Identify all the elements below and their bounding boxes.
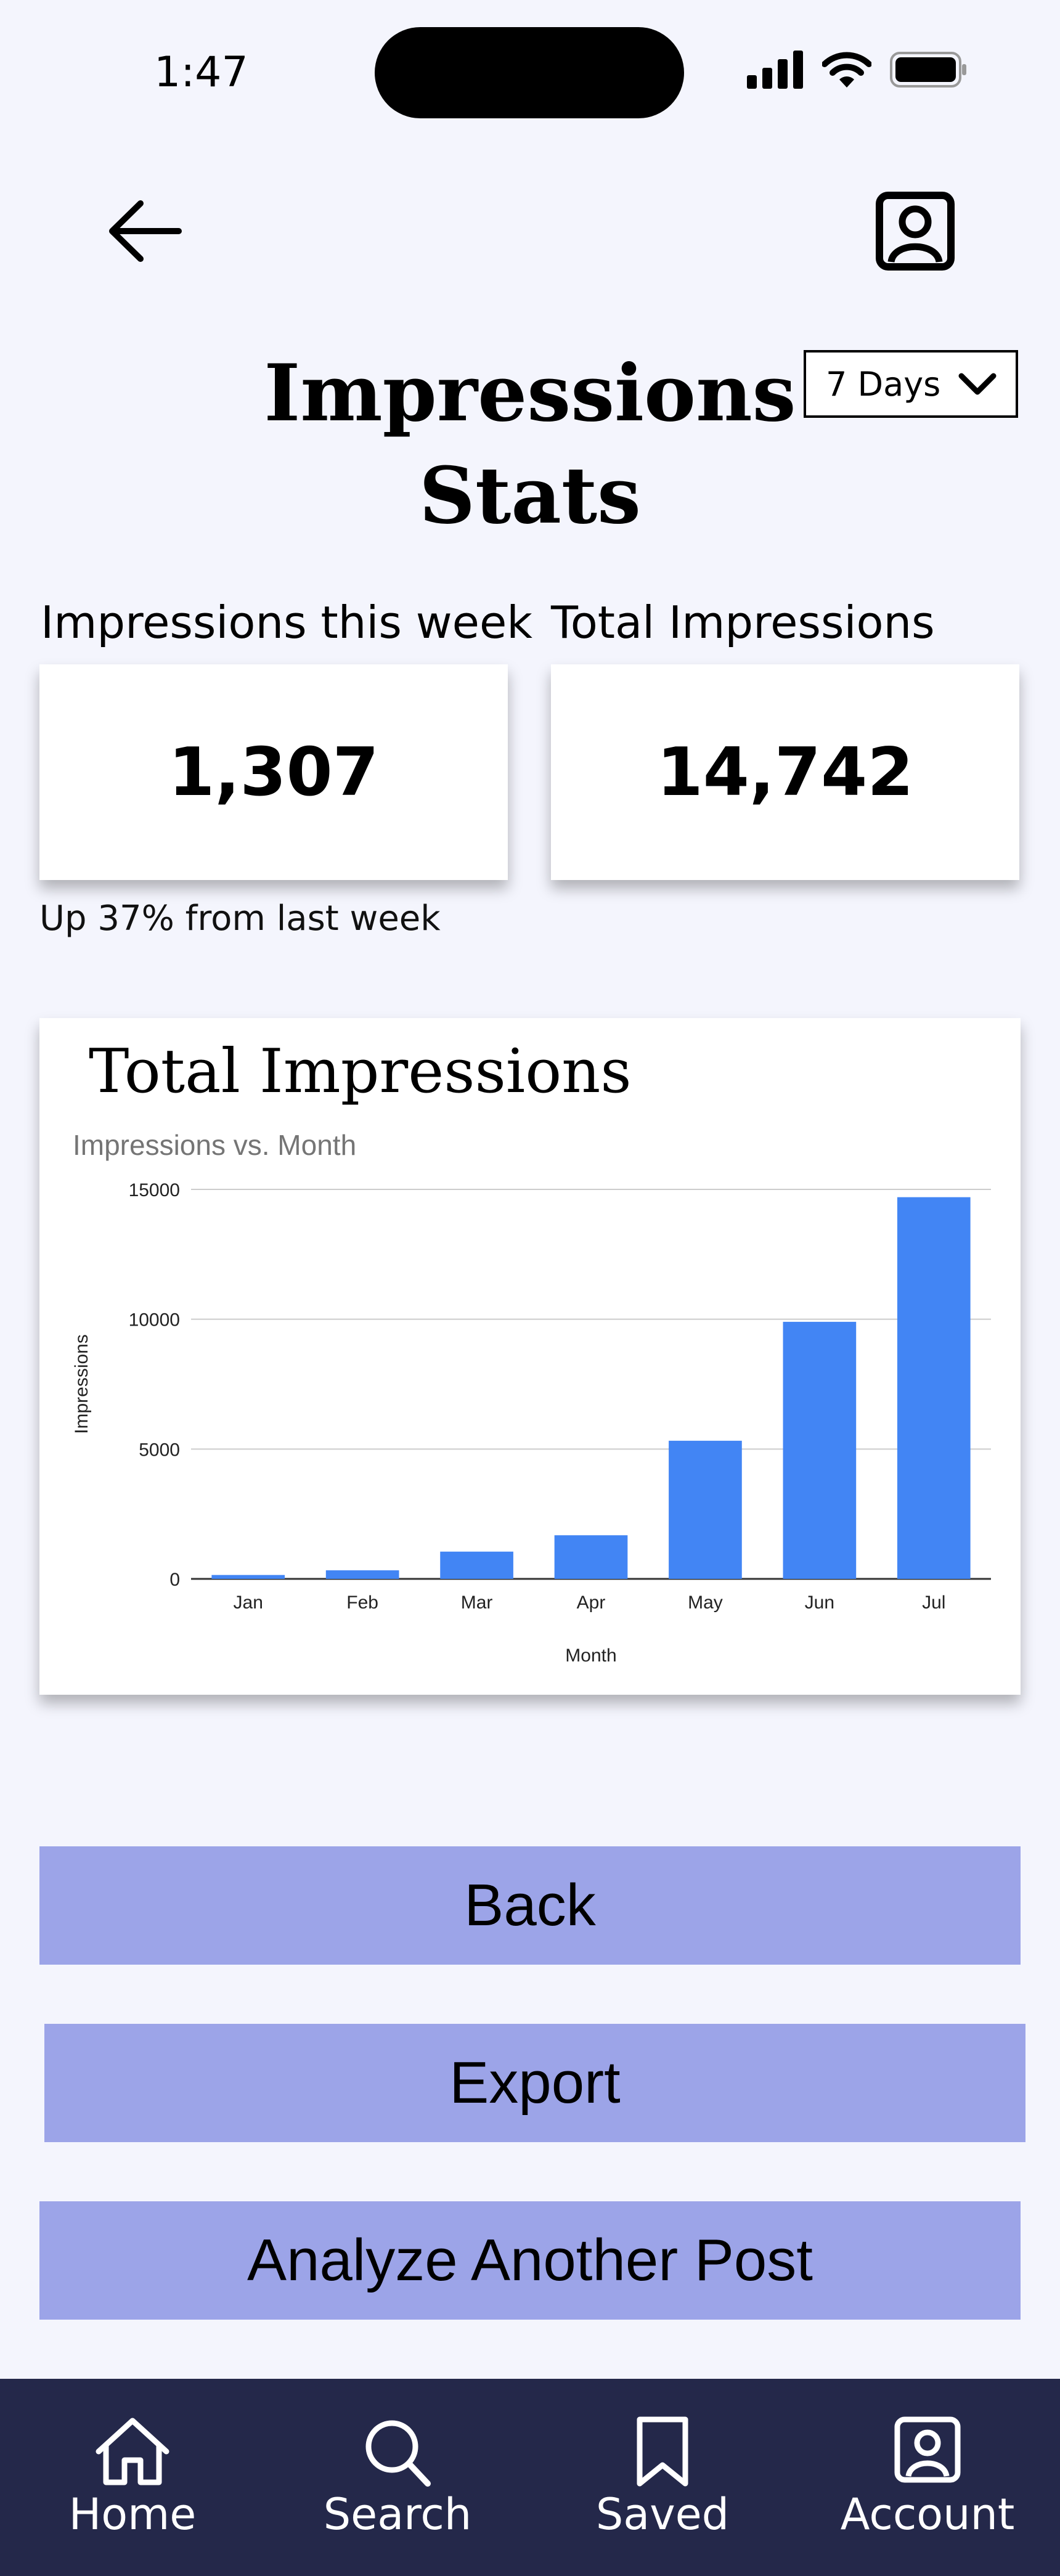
nav-item-home[interactable]: Home xyxy=(0,2379,265,2576)
x-tick-label: Jul xyxy=(922,1592,945,1613)
total-impressions-card: 14,742 xyxy=(551,664,1019,880)
x-tick-label: May xyxy=(688,1592,723,1613)
date-range-select[interactable]: 7 Days xyxy=(804,350,1018,418)
y-tick-label: 5000 xyxy=(139,1440,180,1460)
bar-mar xyxy=(440,1551,513,1579)
dynamic-island xyxy=(375,27,684,118)
battery-icon xyxy=(890,52,966,88)
profile-badge-icon[interactable] xyxy=(875,191,955,271)
y-tick-label: 10000 xyxy=(129,1310,180,1331)
chart-card-heading: Total Impressions xyxy=(89,1037,632,1107)
impressions-bar-chart: Impressions vs. Month 0 5000 10000 15000 Jan F… xyxy=(71,1129,991,1666)
x-tick-label: Apr xyxy=(577,1592,606,1613)
back-arrow-icon[interactable] xyxy=(105,197,185,265)
nav-label-saved: Saved xyxy=(595,2489,730,2540)
wifi-icon xyxy=(822,52,871,88)
chevron-down-icon xyxy=(958,373,997,395)
nav-label-home: Home xyxy=(68,2489,197,2540)
week-impressions-card: 1,307 xyxy=(39,664,508,880)
chart-card: Impressions vs. Month 0 5000 10000 15000 Jan F… xyxy=(39,1018,1021,1695)
analyze-another-post-button[interactable]: Analyze Another Post xyxy=(39,2201,1021,2320)
bookmark-icon xyxy=(637,2416,688,2487)
chart-title: Impressions vs. Month xyxy=(73,1129,356,1161)
bar-jul xyxy=(897,1197,971,1579)
export-button[interactable]: Export xyxy=(44,2024,1025,2142)
trend-text: Up 37% from last week xyxy=(39,899,441,939)
bar-jun xyxy=(783,1321,857,1579)
x-axis-label: Month xyxy=(565,1645,616,1666)
nav-label-account: Account xyxy=(840,2489,1015,2540)
x-tick-label: Jun xyxy=(805,1592,834,1613)
y-tick-label: 15000 xyxy=(129,1180,180,1200)
x-tick-label: Mar xyxy=(461,1592,493,1613)
nav-item-search[interactable]: Search xyxy=(265,2379,530,2576)
search-icon xyxy=(365,2420,431,2487)
y-axis-label: Impressions xyxy=(71,1334,92,1434)
cellular-signal-icon xyxy=(747,51,803,89)
nav-item-saved[interactable]: Saved xyxy=(530,2379,795,2576)
total-impressions-value: 14,742 xyxy=(656,733,914,811)
nav-item-account[interactable]: Account xyxy=(795,2379,1060,2576)
x-tick-label: Jan xyxy=(234,1592,263,1613)
x-tick-label: Feb xyxy=(346,1592,378,1613)
back-button[interactable]: Back xyxy=(39,1846,1021,1965)
status-time: 1:47 xyxy=(154,48,248,97)
y-tick-label: 0 xyxy=(169,1570,180,1590)
status-icons xyxy=(747,48,968,91)
bar-jan xyxy=(211,1575,285,1579)
bar-feb xyxy=(325,1570,399,1579)
bar-may xyxy=(669,1440,742,1579)
bottom-nav: Home Search Saved Account xyxy=(0,2379,1060,2576)
total-impressions-label: Total Impressions xyxy=(551,597,935,648)
bar-apr xyxy=(554,1535,628,1579)
account-icon xyxy=(894,2416,961,2483)
home-icon xyxy=(96,2418,169,2485)
nav-label-search: Search xyxy=(323,2489,472,2540)
week-impressions-label: Impressions this week xyxy=(41,597,532,648)
date-range-value: 7 Days xyxy=(826,364,941,404)
page-title: Impressions Stats xyxy=(264,348,796,541)
week-impressions-value: 1,307 xyxy=(168,733,379,811)
